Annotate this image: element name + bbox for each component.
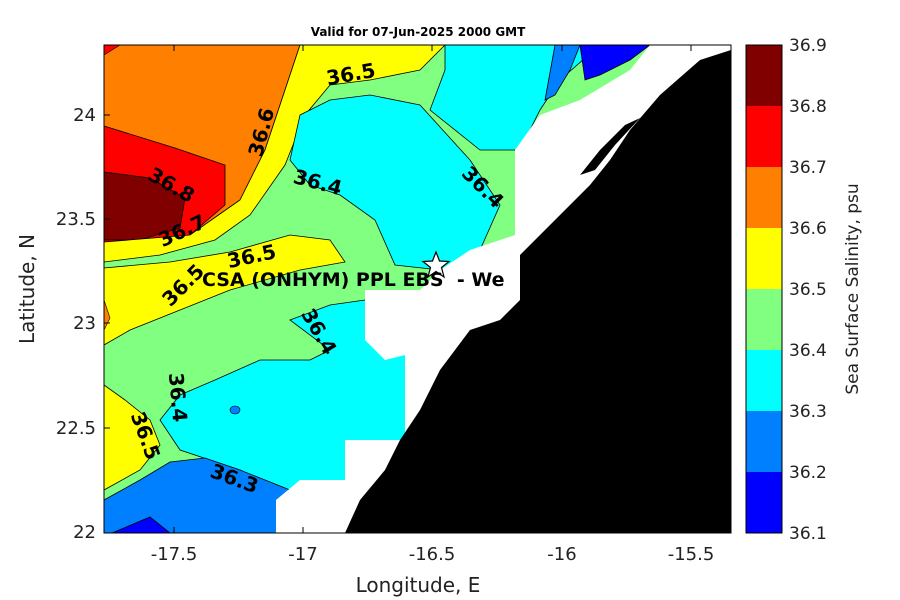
x-tick-label: -17 <box>288 544 317 565</box>
colorbar: 36.9 36.8 36.7 36.6 36.5 36.4 36.3 36.2 … <box>746 36 863 544</box>
colorbar-tick-label: 36.6 <box>789 219 827 239</box>
salinity-map-figure: Valid for 07-Jun-2025 2000 GMT <box>0 0 900 600</box>
colorbar-swatch <box>746 228 782 289</box>
contour-label: 36.4 <box>164 372 192 423</box>
x-tick-label: -16.5 <box>409 544 456 565</box>
salinity-zone-36.2-36.3-eddy <box>230 406 240 414</box>
x-tick-label: -16 <box>547 544 576 565</box>
y-tick-label: 22.5 <box>56 418 96 439</box>
x-axis-label: Longitude, E <box>356 573 481 597</box>
colorbar-swatch <box>746 411 782 472</box>
x-tick-label: -15.5 <box>668 544 715 565</box>
colorbar-swatch <box>746 45 782 106</box>
colorbar-swatch <box>746 350 782 411</box>
colorbar-tick-label: 36.1 <box>789 524 827 544</box>
colorbar-swatch <box>746 167 782 228</box>
colorbar-swatch <box>746 472 782 533</box>
y-tick-label: 23.5 <box>56 209 96 230</box>
y-tick-label: 23 <box>73 313 96 334</box>
y-axis-label: Latitude, N <box>15 234 39 344</box>
colorbar-tick-label: 36.7 <box>789 158 827 178</box>
station-label: CSA (ONHYM) PPL EBS - We <box>202 269 505 291</box>
colorbar-tick-label: 36.8 <box>789 97 827 117</box>
map-title: Valid for 07-Jun-2025 2000 GMT <box>311 25 526 39</box>
colorbar-swatch <box>746 289 782 350</box>
colorbar-tick-label: 36.9 <box>789 36 827 56</box>
colorbar-swatch <box>746 106 782 167</box>
colorbar-label: Sea Surface Salinity, psu <box>843 183 863 394</box>
y-tick-label: 22 <box>73 522 96 543</box>
y-tick-label: 24 <box>73 105 96 126</box>
colorbar-tick-label: 36.2 <box>789 463 827 483</box>
colorbar-tick-label: 36.4 <box>789 341 827 361</box>
x-tick-label: -17.5 <box>151 544 198 565</box>
colorbar-tick-label: 36.5 <box>789 280 827 300</box>
colorbar-tick-label: 36.3 <box>789 402 827 422</box>
